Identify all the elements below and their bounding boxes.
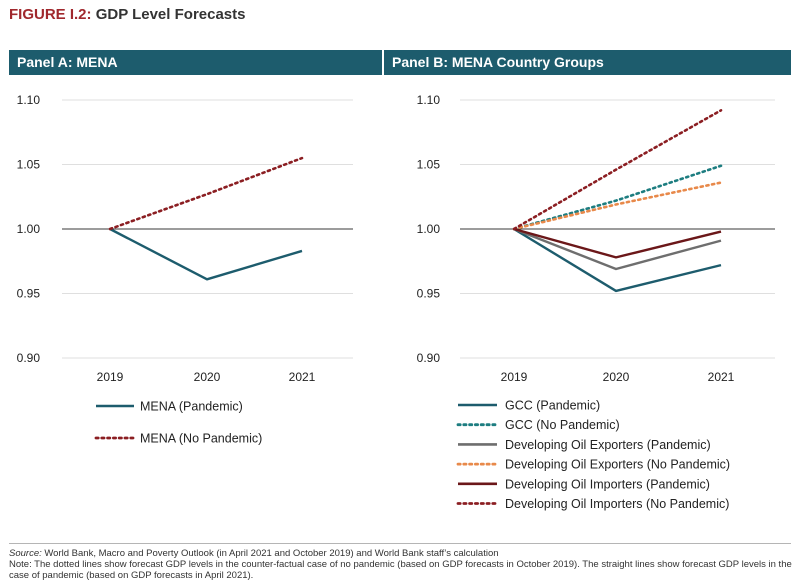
panel-a-y-tick-label: 0.95 bbox=[17, 287, 41, 301]
panel-b-legend-label: Developing Oil Exporters (Pandemic) bbox=[505, 438, 711, 452]
footnote-divider bbox=[9, 543, 791, 544]
panel-b-legend-label: GCC (No Pandemic) bbox=[505, 418, 620, 432]
note-text: Note: The dotted lines show forecast GDP… bbox=[9, 559, 792, 581]
panel-a-x-tick-label: 2020 bbox=[194, 370, 221, 384]
figure-label: FIGURE I.2: bbox=[9, 6, 92, 23]
panel-a-y-tick-label: 1.00 bbox=[17, 222, 41, 236]
figure-title: FIGURE I.2: GDP Level Forecasts bbox=[9, 6, 245, 23]
panel-a-x-tick-label: 2021 bbox=[289, 370, 316, 384]
panel-b-legend-label: Developing Oil Importers (No Pandemic) bbox=[505, 497, 729, 511]
source-label: Source: bbox=[9, 548, 42, 559]
gdp-charts: 1.10 1.05 1.00 0.95 0.90 2019 2020 2021 MENA (Pa… bbox=[17, 93, 775, 511]
panel-a-title: Panel A: MENA bbox=[9, 50, 382, 75]
panel-a-y-tick-label: 1.05 bbox=[17, 158, 41, 172]
footnote: Source: World Bank, Macro and Poverty Ou… bbox=[9, 548, 794, 581]
panel-b-y-tick-label: 0.95 bbox=[417, 287, 441, 301]
panel-b-y-tick-label: 0.90 bbox=[417, 351, 441, 365]
panel-a-series-line bbox=[109, 227, 303, 281]
panel-a-y-tick-label: 1.10 bbox=[17, 93, 41, 107]
panel-b-title: Panel B: MENA Country Groups bbox=[384, 50, 791, 75]
panel-b-series-line bbox=[513, 227, 722, 259]
figure-title-text: GDP Level Forecasts bbox=[95, 6, 246, 23]
panel-b-series-line bbox=[512, 109, 723, 231]
source-text: World Bank, Macro and Poverty Outlook (i… bbox=[41, 548, 499, 559]
panel-b-series-line bbox=[512, 181, 723, 231]
source-line: Source: World Bank, Macro and Poverty Ou… bbox=[9, 548, 794, 559]
panel-a-x-tick-label: 2019 bbox=[97, 370, 124, 384]
panel-b-legend-label: GCC (Pandemic) bbox=[505, 399, 600, 413]
panel-b-series-line bbox=[513, 227, 722, 293]
panel-b-legend-label: Developing Oil Importers (Pandemic) bbox=[505, 477, 710, 491]
panel-a-series-line bbox=[108, 156, 304, 231]
panel-a-y-tick-label: 0.90 bbox=[17, 351, 41, 365]
panel-b-series-line bbox=[513, 227, 722, 271]
panel-b-legend-label: Developing Oil Exporters (No Pandemic) bbox=[505, 458, 730, 472]
panel-b-y-tick-label: 1.05 bbox=[417, 158, 441, 172]
panel-b-x-tick-label: 2021 bbox=[708, 370, 735, 384]
panel-b-x-tick-label: 2019 bbox=[501, 370, 528, 384]
panel-b-x-tick-label: 2020 bbox=[603, 370, 630, 384]
panel-a-legend-label: MENA (Pandemic) bbox=[140, 400, 243, 414]
panel-a-legend-label: MENA (No Pandemic) bbox=[140, 432, 262, 446]
panel-b-y-tick-label: 1.10 bbox=[417, 93, 441, 107]
panel-b-series-line bbox=[512, 164, 723, 231]
panel-b-y-tick-label: 1.00 bbox=[417, 222, 441, 236]
